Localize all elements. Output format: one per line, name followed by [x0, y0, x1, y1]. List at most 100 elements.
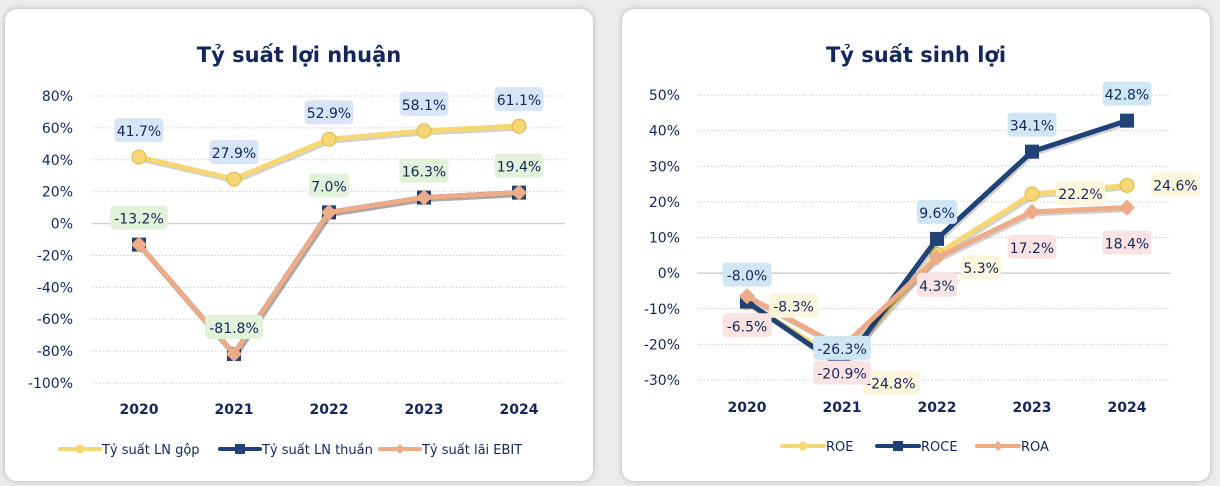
data-label: -6.5%: [727, 319, 768, 335]
y-tick-label: -20%: [37, 248, 73, 264]
data-label-bg: [916, 272, 958, 297]
data-label: 7.0%: [311, 179, 347, 195]
data-point: [1024, 203, 1040, 220]
series-roce: [740, 113, 1134, 374]
data-label: 41.7%: [117, 124, 161, 140]
data-label-bg: [916, 199, 958, 224]
legend-diamond-marker-icon: [395, 444, 405, 454]
x-tick-label: 2020: [728, 400, 767, 416]
y-tick-label: 10%: [649, 231, 680, 247]
legend-circle-marker-icon: [798, 441, 808, 451]
x-tick-label: 2023: [405, 402, 444, 418]
data-label: -8.3%: [773, 300, 814, 316]
x-tick-label: 2023: [1013, 400, 1052, 416]
data-point: [1119, 199, 1135, 216]
chart-title: Tỷ suất lợi nhuận: [197, 43, 401, 67]
y-tick-label: -20%: [644, 337, 680, 353]
legend-item: Tỷ suất lãi EBIT: [378, 443, 522, 458]
legend-item: ROE: [780, 440, 853, 455]
data-label: 24.6%: [1153, 178, 1197, 194]
legend-square-marker-icon: [893, 441, 903, 451]
data-point: [511, 184, 527, 201]
data-point: [416, 189, 432, 206]
y-tick-label: 50%: [649, 88, 680, 104]
data-label-bg: [1102, 230, 1152, 255]
data-point: [1119, 177, 1135, 193]
y-tick-label: -40%: [37, 280, 73, 296]
data-point: [1120, 113, 1134, 128]
data-label-bg: [961, 255, 1002, 280]
data-label-bg: [722, 313, 772, 338]
data-label: 42.8%: [1105, 88, 1149, 104]
legend-diamond-marker-icon: [993, 441, 1003, 451]
legend-square-marker-icon: [235, 444, 245, 454]
x-tick-label: 2024: [500, 402, 539, 418]
data-label: -13.2%: [114, 212, 164, 228]
data-label: -8.0%: [727, 269, 768, 285]
data-label-bg: [1151, 172, 1200, 197]
data-label: 5.3%: [963, 261, 999, 277]
legend-label: Tỷ suất LN thuần: [261, 443, 373, 458]
data-label: -26.3%: [817, 342, 867, 358]
data-label: -81.8%: [209, 321, 259, 337]
x-tick-label: 2021: [823, 400, 862, 416]
data-label-bg: [494, 153, 544, 178]
data-label-bg: [722, 262, 772, 287]
y-tick-label: 20%: [649, 195, 680, 211]
data-point: [1024, 186, 1040, 202]
data-label: 22.2%: [1058, 187, 1102, 203]
chart-title: Tỷ suất sinh lợi: [826, 43, 1006, 67]
data-label: -20.9%: [817, 367, 867, 383]
profit-margin-chart: Tỷ suất lợi nhuận 80% 60% 40% 20% 0% -20% -40%…: [28, 43, 565, 458]
y-tick-label: -60%: [37, 312, 73, 328]
data-label-bg: [399, 91, 449, 116]
data-label-bg: [1007, 234, 1057, 259]
data-point: [131, 149, 147, 165]
data-label-bg: [1102, 81, 1152, 106]
data-point: [1025, 144, 1039, 159]
legend-label: ROA: [1021, 440, 1049, 455]
data-label: 58.1%: [402, 98, 446, 114]
x-tick-label: 2024: [1108, 400, 1147, 416]
data-label: 4.3%: [919, 279, 955, 295]
data-point: [131, 236, 147, 253]
data-label-bg: [1007, 112, 1057, 137]
series-roa: [739, 199, 1135, 356]
y-tick-label: 0%: [51, 217, 73, 233]
y-tick-label: 40%: [42, 153, 73, 169]
data-label-bg: [813, 360, 871, 385]
y-tick-label: 60%: [42, 121, 73, 137]
data-label: 27.9%: [212, 146, 256, 162]
data-label: 9.6%: [919, 206, 955, 222]
data-label: 34.1%: [1010, 119, 1054, 135]
data-label-bg: [308, 173, 350, 198]
data-label-bg: [209, 140, 259, 165]
data-label-bg: [494, 87, 544, 112]
return-ratio-chart: Tỷ suất sinh lợi 50% 40% 30% 20% 10% 0% -10% -2…: [644, 43, 1200, 455]
data-label: 19.4%: [497, 160, 541, 176]
data-label: -24.8%: [866, 376, 916, 392]
data-label-bg: [769, 293, 818, 318]
data-point: [416, 123, 432, 139]
x-tick-label: 2022: [918, 400, 957, 416]
return-ratio-chart-card: Tỷ suất sinh lợi 50% 40% 30% 20% 10% 0% -10% -2…: [622, 9, 1210, 481]
series-tỷ-suất-ln-gộp: [131, 118, 527, 187]
y-tick-label: -10%: [644, 302, 680, 318]
x-tick-label: 2021: [215, 402, 254, 418]
data-label-bg: [205, 314, 263, 339]
legend-label: Tỷ suất lãi EBIT: [421, 443, 522, 458]
legend-item: ROCE: [875, 440, 958, 455]
y-tick-label: 80%: [42, 89, 73, 105]
data-label: 17.2%: [1010, 241, 1054, 257]
legend-label: ROCE: [921, 440, 958, 455]
profit-margin-chart-card: Tỷ suất lợi nhuận 80% 60% 40% 20% 0% -20% -40%…: [5, 9, 593, 481]
data-point: [930, 231, 944, 246]
data-point: [929, 249, 945, 266]
data-point: [511, 118, 527, 134]
x-tick-label: 2022: [310, 402, 349, 418]
y-tick-label: -100%: [28, 376, 73, 392]
y-tick-label: 0%: [658, 266, 680, 282]
data-label-bg: [304, 100, 354, 125]
data-label-bg: [114, 118, 164, 143]
data-point: [321, 204, 337, 221]
